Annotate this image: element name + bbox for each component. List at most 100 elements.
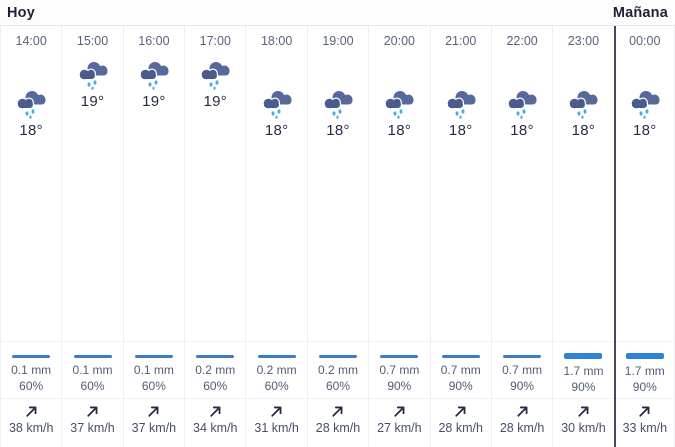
wind-speed-label: 28 km/h — [438, 421, 483, 435]
hour-time-label: 19:00 — [322, 34, 354, 48]
precipitation-bar — [196, 355, 235, 358]
icon-zone: 18° — [369, 56, 429, 168]
wind-zone: 28 km/h — [307, 398, 369, 447]
precipitation-bar — [441, 355, 480, 358]
icon-block: 18° — [502, 89, 542, 139]
wind-speed-label: 34 km/h — [193, 421, 238, 435]
rain-cloud-icon — [446, 91, 476, 119]
hour-column: 18:00 — [245, 26, 307, 447]
arrow-ne-icon — [639, 406, 650, 417]
hour-column: 22:00 — [490, 26, 553, 447]
precipitation-zone: 0.7 mm 90% — [491, 341, 553, 398]
icon-zone: 19° — [185, 56, 245, 168]
precipitation-probability: 60% — [19, 379, 44, 393]
icon-block: 18° — [257, 89, 297, 139]
icon-zone: 18° — [431, 56, 491, 168]
precipitation-amount: 0.2 mm — [256, 363, 297, 377]
hour-time-label: 00:00 — [629, 34, 661, 48]
wind-speed-label: 28 km/h — [499, 421, 545, 435]
precipitation-amount: 0.1 mm — [11, 363, 52, 377]
forecast-panel: 14:00 — [0, 25, 675, 447]
wind-zone: 33 km/h — [615, 398, 674, 447]
temperature-label: 18° — [326, 122, 350, 139]
precipitation-bar — [134, 355, 173, 358]
rain-cloud-icon — [323, 91, 353, 119]
temperature-label: 18° — [19, 122, 43, 139]
precipitation-amount: 0.7 mm — [440, 363, 481, 377]
icon-zone: 18° — [553, 56, 613, 168]
icon-zone: 19° — [62, 56, 122, 168]
hour-column: 15:00 — [61, 26, 123, 447]
precipitation-amount: 0.2 mm — [195, 363, 236, 377]
hour-time-label: 21:00 — [445, 34, 477, 48]
icon-zone: 19° — [124, 56, 184, 168]
icon-block: 18° — [563, 89, 603, 139]
hour-column: 20:00 — [368, 26, 430, 447]
wind-zone: 28 km/h — [430, 398, 491, 447]
precipitation-amount: 0.2 mm — [317, 363, 358, 377]
precipitation-bar — [318, 355, 357, 358]
column-spacer — [185, 168, 245, 341]
wind-zone: 37 km/h — [123, 398, 185, 447]
wind-speed-label: 37 km/h — [131, 421, 177, 435]
precipitation-zone: 0.2 mm 60% — [246, 341, 307, 398]
rain-cloud-icon — [507, 91, 537, 119]
rain-cloud-icon — [630, 91, 660, 119]
rain-cloud-icon — [139, 62, 169, 90]
temperature-label: 18° — [633, 122, 657, 139]
wind-speed-label: 27 km/h — [377, 421, 422, 435]
tomorrow-label: Mañana — [612, 4, 668, 21]
hour-time-label: 18:00 — [260, 34, 293, 48]
hour-time-label: 20:00 — [383, 34, 415, 48]
hour-time-label: 14:00 — [15, 34, 47, 48]
precipitation-bar — [12, 355, 51, 358]
column-spacer — [1, 168, 61, 341]
column-spacer — [553, 168, 613, 341]
arrow-ne-icon — [148, 406, 159, 417]
icon-block: 19° — [134, 60, 174, 110]
hour-column: 17:00 — [184, 26, 246, 447]
arrow-ne-icon — [87, 406, 98, 417]
icon-block: 19° — [195, 60, 235, 110]
icon-block: 18° — [379, 89, 419, 139]
arrow-ne-icon — [578, 406, 589, 417]
icon-zone: 18° — [616, 56, 674, 168]
precipitation-amount: 0.7 mm — [502, 363, 543, 377]
rain-cloud-icon — [568, 91, 598, 119]
temperature-label: 19° — [203, 93, 228, 110]
precipitation-bar — [73, 355, 112, 358]
precipitation-probability: 60% — [325, 379, 350, 393]
temperature-label: 18° — [264, 122, 289, 139]
hour-column: 16:00 — [122, 26, 185, 447]
precipitation-zone: 1.7 mm 90% — [553, 341, 614, 398]
arrow-ne-icon — [516, 406, 528, 417]
rain-cloud-icon — [262, 91, 292, 119]
precipitation-bar — [625, 353, 664, 359]
wind-zone: 34 km/h — [185, 398, 246, 447]
precipitation-zone: 0.2 mm 60% — [307, 341, 369, 398]
wind-zone: 28 km/h — [491, 398, 553, 447]
column-spacer — [246, 168, 306, 341]
hour-time-label: 23:00 — [567, 34, 600, 48]
precipitation-bar — [380, 355, 419, 358]
wind-zone: 31 km/h — [246, 398, 307, 447]
column-spacer — [369, 168, 429, 341]
rain-cloud-icon — [384, 91, 414, 119]
icon-zone: 18° — [1, 56, 61, 168]
icon-zone: 18° — [492, 56, 552, 168]
temperature-label: 18° — [448, 122, 473, 139]
precipitation-probability: 60% — [141, 379, 166, 393]
precipitation-probability: 60% — [264, 379, 289, 393]
wind-speed-label: 30 km/h — [561, 421, 606, 435]
precipitation-bar — [257, 355, 296, 358]
wind-zone: 30 km/h — [553, 398, 614, 447]
icon-block: 18° — [318, 89, 358, 139]
arrow-ne-icon — [332, 406, 343, 417]
arrow-ne-icon — [455, 406, 466, 417]
precipitation-zone: 0.1 mm 60% — [123, 341, 185, 398]
wind-speed-label: 33 km/h — [622, 421, 668, 435]
icon-block: 18° — [441, 89, 481, 139]
arrow-ne-icon — [210, 406, 221, 417]
precipitation-probability: 90% — [387, 379, 412, 393]
